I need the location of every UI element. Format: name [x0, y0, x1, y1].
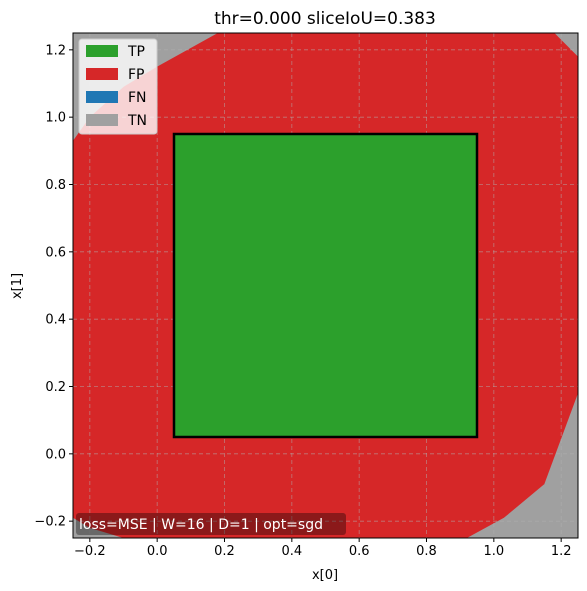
x-tick-label: 1.0 — [483, 544, 504, 559]
plot-area — [73, 33, 578, 538]
legend-swatch-tp — [86, 45, 118, 57]
footer-annotation-text: loss=MSE | W=16 | D=1 | opt=sgd — [79, 517, 323, 533]
legend-label-fp: FP — [128, 67, 145, 83]
y-tick-label: 0.6 — [45, 245, 66, 260]
y-tick-label: 1.2 — [45, 43, 66, 58]
legend-swatch-fp — [86, 68, 118, 80]
x-tick-label: 0.8 — [416, 544, 437, 559]
y-tick-label: 0.8 — [45, 178, 66, 193]
x-axis: −0.2 0.0 0.2 0.4 0.6 0.8 1.0 1.2 — [74, 538, 572, 559]
y-tick-label: 1.0 — [45, 111, 66, 126]
legend-label-tp: TP — [127, 44, 145, 60]
y-axis-label: x[1] — [10, 273, 25, 299]
x-axis-label: x[0] — [312, 568, 338, 583]
legend-label-fn: FN — [128, 90, 147, 106]
chart-title: thr=0.000 sliceIoU=0.383 — [214, 9, 436, 29]
legend-swatch-tn — [86, 114, 118, 126]
x-tick-label: 0.6 — [349, 544, 370, 559]
footer-annotation: loss=MSE | W=16 | D=1 | opt=sgd — [76, 513, 346, 535]
y-tick-label: 0.0 — [45, 447, 66, 462]
tp-region — [172, 132, 479, 439]
axes-frame — [72, 32, 579, 539]
y-tick-label: 0.4 — [45, 313, 66, 328]
y-tick-label: 0.2 — [45, 380, 66, 395]
x-tick-label: −0.2 — [74, 544, 106, 559]
x-tick-label: 1.2 — [551, 544, 572, 559]
footer-annotation-background — [76, 513, 346, 535]
legend-label-tn: TN — [127, 113, 147, 129]
legend: TP FP FN TN — [78, 38, 158, 135]
x-tick-label: 0.2 — [214, 544, 235, 559]
x-tick-label: 0.4 — [281, 544, 302, 559]
y-axis: −0.2 0.0 0.2 0.4 0.6 0.8 1.0 1.2 — [34, 43, 73, 530]
y-tick-label: −0.2 — [34, 515, 66, 530]
legend-box — [78, 38, 158, 135]
x-tick-label: 0.0 — [147, 544, 168, 559]
legend-swatch-fn — [86, 91, 118, 103]
